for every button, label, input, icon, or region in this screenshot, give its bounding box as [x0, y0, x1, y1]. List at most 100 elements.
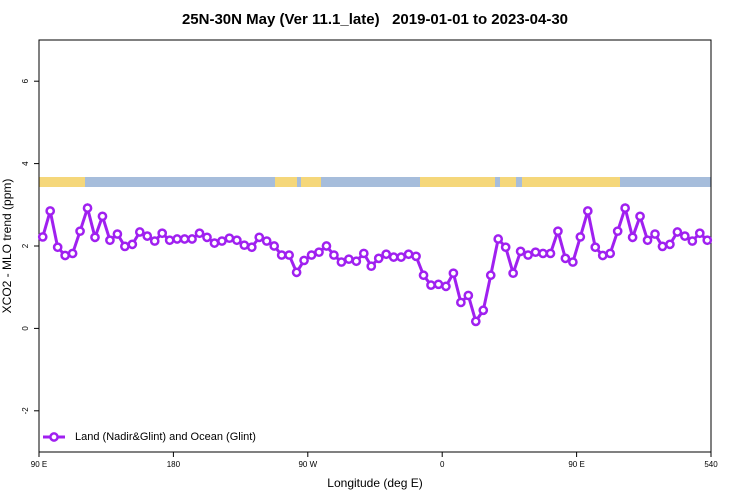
- data-point: [694, 228, 705, 239]
- data-point: [142, 231, 153, 241]
- legend-label: Land (Nadir&Glint) and Ocean (Glint): [75, 431, 256, 443]
- data-point: [82, 203, 93, 213]
- data-point: [635, 211, 645, 222]
- data-point: [217, 236, 227, 246]
- data-point: [232, 235, 242, 246]
- data-point: [590, 242, 601, 253]
- data-point: [373, 253, 384, 264]
- data-point: [254, 232, 265, 243]
- data-point: [329, 250, 339, 260]
- data-point: [306, 250, 317, 260]
- data-point: [105, 235, 115, 246]
- data-point: [478, 305, 489, 316]
- data-point: [582, 206, 593, 216]
- land-band: [39, 177, 85, 187]
- data-point: [358, 248, 369, 259]
- data-point: [568, 257, 578, 267]
- y-tick-label: 2: [21, 243, 30, 248]
- data-point: [75, 226, 85, 237]
- land-band: [500, 177, 516, 187]
- data-point: [665, 239, 675, 250]
- data-point: [560, 253, 571, 264]
- data-point: [52, 242, 63, 253]
- data-point: [612, 226, 623, 237]
- data-point: [344, 254, 354, 265]
- data-point: [60, 250, 70, 261]
- land-band: [301, 177, 321, 187]
- data-point: [276, 250, 287, 260]
- data-point: [261, 236, 272, 246]
- x-tick-label: 180: [167, 460, 181, 469]
- data-point: [411, 251, 421, 262]
- data-point: [336, 257, 347, 267]
- data-point: [97, 211, 108, 222]
- data-point: [650, 229, 660, 239]
- data-point: [485, 270, 496, 281]
- data-point: [112, 229, 123, 239]
- data-point: [456, 297, 466, 308]
- data-point: [45, 206, 56, 216]
- data-point: [269, 241, 280, 251]
- data-point: [515, 246, 526, 257]
- y-axis-label: XCO2 - MLO trend (ppm): [0, 179, 14, 314]
- data-point: [194, 228, 205, 239]
- data-point: [396, 252, 406, 262]
- data-point: [67, 248, 78, 259]
- data-point: [37, 232, 48, 242]
- data-point: [239, 240, 250, 251]
- x-axis-label: Longitude (deg E): [327, 476, 422, 490]
- land-band: [275, 177, 297, 187]
- data-point: [508, 268, 518, 279]
- data-point: [187, 234, 197, 244]
- data-point: [597, 250, 608, 261]
- data-point: [388, 252, 399, 262]
- data-point: [553, 226, 563, 237]
- data-point: [470, 316, 481, 327]
- data-point: [179, 234, 190, 244]
- data-point: [164, 235, 175, 246]
- data-point: [702, 235, 713, 246]
- data-point: [627, 232, 638, 243]
- data-point: [366, 261, 377, 272]
- data-point: [441, 281, 451, 292]
- y-tick-label: -2: [21, 407, 30, 415]
- data-point: [381, 249, 392, 260]
- data-point: [687, 236, 698, 246]
- data-point: [418, 270, 429, 281]
- ocean-band: [39, 177, 711, 187]
- data-point: [523, 250, 533, 260]
- data-point: [642, 235, 653, 246]
- x-tick-label: 90 E: [568, 460, 584, 469]
- data-point: [463, 290, 474, 301]
- land-band: [420, 177, 495, 187]
- y-tick-label: 0: [21, 326, 30, 331]
- y-tick-label: 4: [21, 161, 30, 166]
- x-tick-label: 540: [704, 460, 718, 469]
- land-ocean-strip: [39, 177, 711, 187]
- data-point: [575, 232, 586, 242]
- data-point: [284, 250, 294, 260]
- x-tick-label: 90 E: [31, 460, 47, 469]
- data-point: [157, 228, 168, 239]
- x-tick-label: 90 W: [298, 460, 317, 469]
- data-point: [90, 232, 100, 243]
- data-point: [426, 280, 436, 290]
- data-point: [403, 249, 414, 260]
- data-point: [500, 242, 511, 253]
- data-point: [680, 231, 690, 241]
- legend: Land (Nadir&Glint) and Ocean (Glint): [43, 431, 256, 443]
- data-point: [530, 247, 541, 258]
- data-point: [314, 247, 324, 258]
- chart-title: 25N-30N May (Ver 11.1_late) 2019-01-01 t…: [182, 11, 568, 28]
- data-point: [172, 234, 182, 244]
- data-point: [672, 227, 683, 237]
- land-band: [522, 177, 620, 187]
- data-point: [433, 279, 444, 290]
- data-point: [605, 248, 616, 259]
- x-tick-label: 0: [440, 460, 445, 469]
- data-point: [448, 268, 459, 279]
- data-point: [321, 241, 332, 251]
- data-point: [620, 203, 630, 213]
- data-point: [127, 239, 138, 250]
